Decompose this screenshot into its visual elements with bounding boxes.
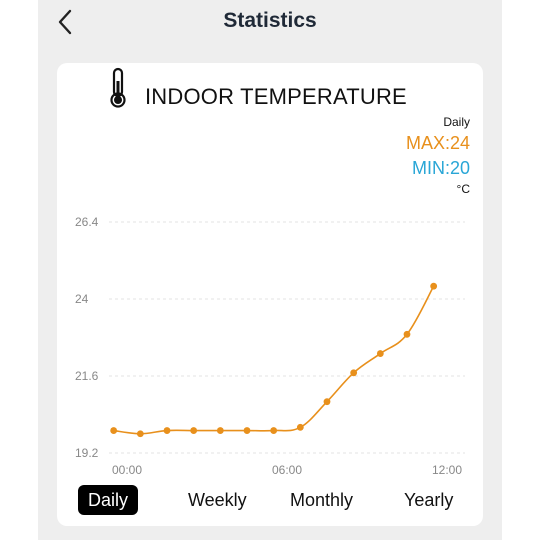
data-point <box>376 350 384 357</box>
data-point <box>430 282 438 290</box>
back-button[interactable] <box>50 4 80 40</box>
unit-label: °C <box>456 182 470 196</box>
period-tabs: Daily Weekly Monthly Yearly <box>57 485 483 517</box>
temperature-card: INDOOR TEMPERATURE Daily MAX:24 MIN:20 °… <box>57 63 483 526</box>
data-point <box>323 398 331 406</box>
data-point <box>296 423 304 431</box>
period-label: Daily <box>443 115 470 129</box>
y-tick-label: 21.6 <box>75 369 99 383</box>
data-point <box>136 430 144 438</box>
chevron-left-icon <box>58 9 72 35</box>
max-temperature: MAX:24 <box>405 133 470 153</box>
temperature-chart: 26.4 24 21.6 19.2 00:00 06:00 12:00 <box>75 215 465 477</box>
x-tick-label: 12:00 <box>432 463 462 477</box>
x-tick-label: 00:00 <box>112 463 142 477</box>
data-point <box>163 427 171 434</box>
data-point <box>270 427 278 434</box>
x-tick-label: 06:00 <box>272 463 302 477</box>
data-point <box>216 427 224 434</box>
series-line <box>113 285 435 435</box>
y-tick-label: 19.2 <box>75 446 99 460</box>
y-tick-label: 24 <box>75 292 89 306</box>
data-point <box>243 427 251 434</box>
data-point <box>110 427 118 434</box>
app-screen: Statistics INDOOR TEMPERATURE Daily MAX:… <box>38 0 502 540</box>
tab-monthly[interactable]: Monthly <box>290 490 354 510</box>
thermometer-icon <box>110 67 126 108</box>
tab-yearly[interactable]: Yearly <box>404 490 454 510</box>
data-point <box>403 330 411 338</box>
card-title: INDOOR TEMPERATURE <box>145 84 407 109</box>
data-point <box>350 369 358 377</box>
data-point <box>190 427 198 434</box>
page-title: Statistics <box>223 9 317 32</box>
min-temperature: MIN:20 <box>411 158 470 178</box>
y-tick-label: 26.4 <box>75 215 99 229</box>
tab-daily[interactable]: Daily <box>78 485 139 515</box>
tab-weekly[interactable]: Weekly <box>188 490 247 510</box>
